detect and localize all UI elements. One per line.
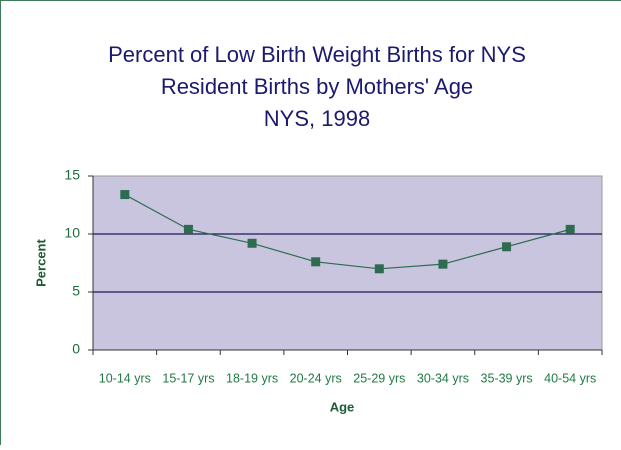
- y-tick-label: 5: [72, 283, 80, 299]
- marker: [120, 190, 130, 200]
- marker: [565, 224, 575, 234]
- chart-title: Resident Births by Mothers' Age: [161, 74, 473, 99]
- marker: [374, 264, 384, 274]
- marker: [247, 238, 257, 248]
- marker: [438, 259, 448, 269]
- chart-title: Percent of Low Birth Weight Births for N…: [108, 42, 526, 67]
- y-tick-label: 15: [64, 167, 80, 183]
- x-tick-label: 30-34 yrs: [417, 371, 469, 385]
- x-tick-label: 10-14 yrs: [99, 371, 151, 385]
- x-tick-label: 18-19 yrs: [226, 371, 278, 385]
- y-tick-label: 10: [64, 225, 80, 241]
- x-tick-label: 40-54 yrs: [544, 371, 596, 385]
- chart-title: NYS, 1998: [264, 106, 370, 131]
- marker: [183, 224, 193, 234]
- line: [124, 194, 571, 270]
- x-tick-label: 35-39 yrs: [481, 371, 533, 385]
- x-tick-label: 20-24 yrs: [290, 371, 342, 385]
- y-tick-label: 0: [72, 341, 80, 357]
- x-tick-label: 25-29 yrs: [353, 371, 405, 385]
- x-tick-label: 15-17 yrs: [162, 371, 214, 385]
- marker: [502, 242, 512, 252]
- y-axis-title: Percent: [33, 238, 48, 286]
- plot-area: [92, 175, 603, 351]
- x-axis-title: Age: [330, 399, 355, 414]
- marker: [311, 257, 321, 267]
